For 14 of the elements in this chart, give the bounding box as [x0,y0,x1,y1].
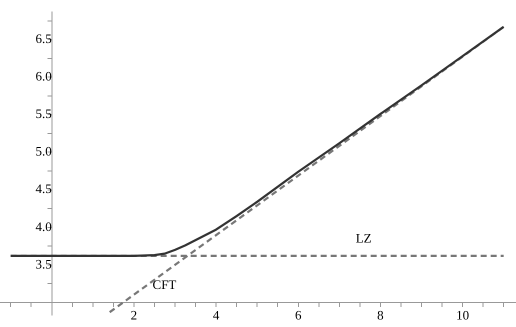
x-tick-label: 4 [212,308,220,323]
series-label: LZ [356,230,372,246]
y-tick-label: 4.5 [36,181,52,196]
y-tick-label: 4.0 [36,218,52,234]
y-tick-label: 5.0 [36,144,52,159]
series-label: CFT [152,276,176,292]
y-tick-label: 3.5 [36,256,52,272]
x-tick-label: 8 [377,308,384,323]
x-tick-label: 10 [456,308,470,323]
y-tick-label: 6.0 [36,68,52,84]
y-tick-label: 6.5 [36,31,52,46]
x-tick-label: 2 [130,308,138,323]
x-tick-label: 6 [295,308,302,323]
y-tick-label: 5.5 [36,106,52,122]
